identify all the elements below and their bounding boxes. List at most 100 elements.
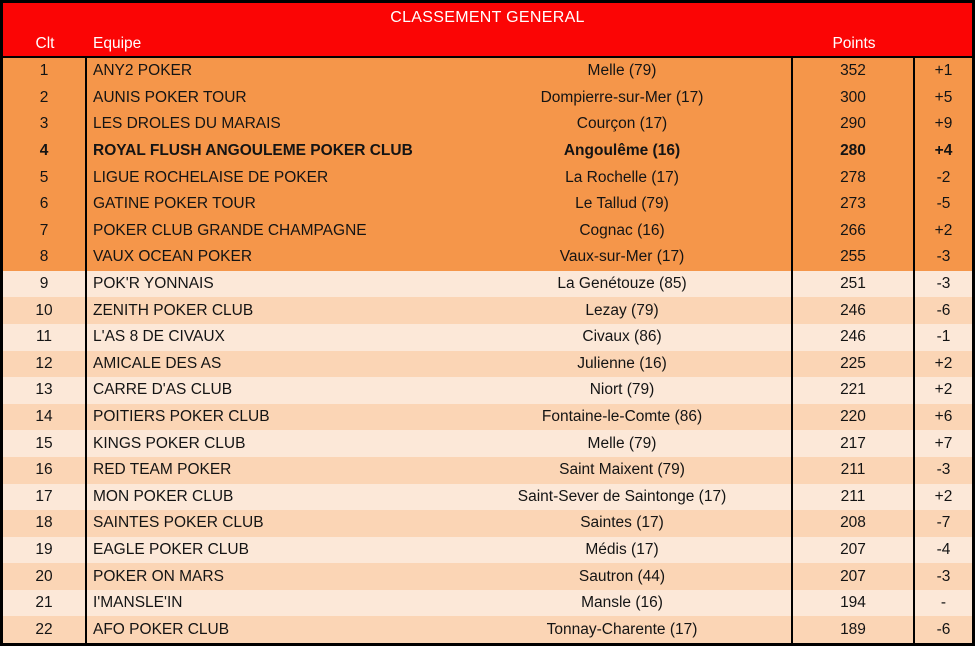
rank-cell: 17 <box>3 483 87 511</box>
table-row: 13 CARRE D'AS CLUB Niort (79) 221 +2 <box>3 377 972 404</box>
points-cell: 246 <box>793 297 915 324</box>
rank-cell: 5 <box>3 164 87 191</box>
table-row: 6 GATINE POKER TOUR Le Tallud (79) 273 -… <box>3 190 972 218</box>
rank-cell: 9 <box>3 270 87 298</box>
rank-cell: 18 <box>3 510 87 537</box>
team-cell: RED TEAM POKER <box>93 461 232 479</box>
rank-cell: 7 <box>3 217 87 245</box>
table-row: 17 MON POKER CLUB Saint-Sever de Sainton… <box>3 483 972 511</box>
change-cell: -3 <box>936 275 951 293</box>
table-title: CLASSEMENT GENERAL <box>390 8 585 26</box>
team-cell: L'AS 8 DE CIVAUX <box>93 328 225 346</box>
team-cell: EAGLE POKER CLUB <box>93 540 249 558</box>
points-cell: 217 <box>793 430 915 457</box>
table-row: 22 AFO POKER CLUB Tonnay-Charente (17) 1… <box>3 616 972 643</box>
change-cell: -1 <box>936 328 951 346</box>
table-row: 11 L'AS 8 DE CIVAUX Civaux (86) 246 -1 <box>3 323 972 351</box>
team-cell: ZENITH POKER CLUB <box>93 301 254 319</box>
team-cell: LES DROLES DU MARAIS <box>93 115 281 133</box>
column-header-team: Equipe <box>93 35 142 52</box>
rank-cell: 1 <box>3 58 87 85</box>
points-cell: 278 <box>793 164 915 191</box>
points-cell: 194 <box>793 589 915 617</box>
column-header-rank: Clt <box>35 35 55 52</box>
team-cell: AFO POKER CLUB <box>93 620 230 638</box>
points-cell: 280 <box>793 137 915 165</box>
rank-cell: 4 <box>3 137 87 165</box>
team-cell: MON POKER CLUB <box>93 487 234 505</box>
change-cell: -6 <box>936 620 951 638</box>
team-cell: I'MANSLE'IN <box>93 594 183 612</box>
table-row: 19 EAGLE POKER CLUB Médis (17) 207 -4 <box>3 536 972 564</box>
change-cell: -2 <box>936 168 951 186</box>
rank-cell: 21 <box>3 589 87 617</box>
change-cell: -3 <box>936 567 951 585</box>
rank-cell: 8 <box>3 244 87 271</box>
rank-cell: 19 <box>3 536 87 564</box>
change-cell: +6 <box>934 408 953 426</box>
points-cell: 246 <box>793 323 915 351</box>
points-cell: 352 <box>793 58 915 85</box>
points-cell: 290 <box>793 111 915 138</box>
city-cell: Lezay (79) <box>453 297 793 324</box>
change-cell: -5 <box>936 195 951 213</box>
team-cell: CARRE D'AS CLUB <box>93 381 233 399</box>
table-row: 7 POKER CLUB GRANDE CHAMPAGNE Cognac (16… <box>3 217 972 245</box>
table-row: 2 AUNIS POKER TOUR Dompierre-sur-Mer (17… <box>3 84 972 112</box>
change-cell: +4 <box>934 142 953 160</box>
rank-cell: 10 <box>3 297 87 324</box>
points-cell: 211 <box>793 456 915 484</box>
team-cell: AUNIS POKER TOUR <box>93 88 247 106</box>
team-cell: KINGS POKER CLUB <box>93 434 246 452</box>
city-cell: Médis (17) <box>453 536 793 564</box>
city-cell: Sautron (44) <box>453 563 793 590</box>
team-cell: ANY2 POKER <box>93 62 193 80</box>
rank-cell: 14 <box>3 403 87 431</box>
table-row: 4 ROYAL FLUSH ANGOULEME POKER CLUB Angou… <box>3 137 972 165</box>
rank-cell: 16 <box>3 456 87 484</box>
points-cell: 225 <box>793 350 915 378</box>
table-row: 9 POK'R YONNAIS La Genétouze (85) 251 -3 <box>3 270 972 298</box>
team-cell: POK'R YONNAIS <box>93 275 214 293</box>
team-cell: SAINTES POKER CLUB <box>93 514 264 532</box>
city-cell: Civaux (86) <box>453 323 793 351</box>
city-cell: Mansle (16) <box>453 589 793 617</box>
team-cell: GATINE POKER TOUR <box>93 195 256 213</box>
city-cell: Vaux-sur-Mer (17) <box>453 244 793 271</box>
change-cell: +2 <box>934 221 953 239</box>
change-cell: -4 <box>936 540 951 558</box>
table-row: 12 AMICALE DES AS Julienne (16) 225 +2 <box>3 350 972 378</box>
change-cell: +2 <box>934 487 953 505</box>
points-cell: 207 <box>793 536 915 564</box>
change-cell: -3 <box>936 461 951 479</box>
city-cell: Saint Maixent (79) <box>453 456 793 484</box>
city-cell: Angoulême (16) <box>453 137 793 165</box>
points-cell: 273 <box>793 190 915 218</box>
points-cell: 251 <box>793 270 915 298</box>
rank-cell: 2 <box>3 84 87 112</box>
table-row: 20 POKER ON MARS Sautron (44) 207 -3 <box>3 563 972 590</box>
change-cell: +5 <box>934 88 953 106</box>
city-cell: Saintes (17) <box>453 510 793 537</box>
city-cell: Melle (79) <box>453 430 793 457</box>
team-cell: POKER CLUB GRANDE CHAMPAGNE <box>93 221 367 239</box>
change-cell: +9 <box>934 115 953 133</box>
team-cell: AMICALE DES AS <box>93 354 222 372</box>
table-row: 15 KINGS POKER CLUB Melle (79) 217 +7 <box>3 430 972 457</box>
table-row: 10 ZENITH POKER CLUB Lezay (79) 246 -6 <box>3 297 972 324</box>
table-row: 5 LIGUE ROCHELAISE DE POKER La Rochelle … <box>3 164 972 191</box>
city-cell: Dompierre-sur-Mer (17) <box>453 84 793 112</box>
table-row: 18 SAINTES POKER CLUB Saintes (17) 208 -… <box>3 510 972 537</box>
table-row: 8 VAUX OCEAN POKER Vaux-sur-Mer (17) 255… <box>3 244 972 271</box>
change-cell: -7 <box>936 514 951 532</box>
points-cell: 266 <box>793 217 915 245</box>
rank-cell: 6 <box>3 190 87 218</box>
table-body: 1 ANY2 POKER Melle (79) 352 +1 2 AUNIS P… <box>3 58 972 643</box>
column-header-row: Clt Equipe Points <box>3 32 972 56</box>
rank-cell: 3 <box>3 111 87 138</box>
team-cell: POKER ON MARS <box>93 567 224 585</box>
rank-cell: 13 <box>3 377 87 404</box>
table-row: 3 LES DROLES DU MARAIS Courçon (17) 290 … <box>3 111 972 138</box>
city-cell: Niort (79) <box>453 377 793 404</box>
